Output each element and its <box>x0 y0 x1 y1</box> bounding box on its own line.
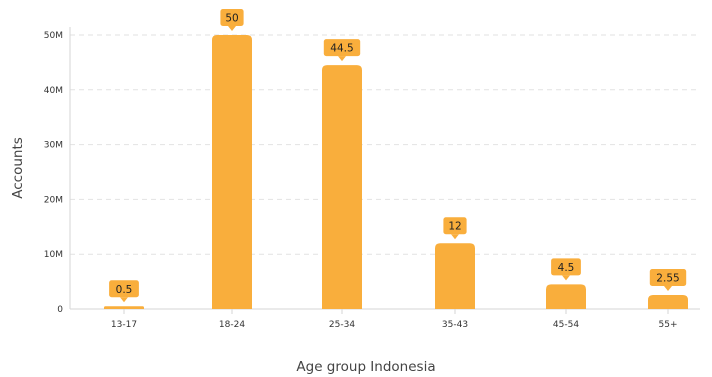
y-axis-title: Accounts <box>10 137 26 199</box>
y-tick-label: 20M <box>44 195 63 205</box>
data-label-box <box>551 258 581 276</box>
data-label-box <box>109 280 139 298</box>
data-label: 2.55 <box>656 273 679 285</box>
data-label-box <box>443 217 467 235</box>
bars: 0.5 50 44.5 12 4.5 2.55 <box>104 9 688 309</box>
x-axis-title: Age group Indonesia <box>296 359 435 375</box>
data-label-pointer <box>338 56 346 62</box>
data-label: 12 <box>448 221 461 233</box>
y-tick-label: 50M <box>44 31 63 41</box>
y-tick-label: 10M <box>44 250 63 260</box>
data-label: 44.5 <box>330 43 353 55</box>
data-label-pointer <box>228 26 236 31</box>
x-tick-label: 13-17 <box>111 320 137 330</box>
y-tick-label: 0 <box>57 305 63 315</box>
data-label-pointer <box>664 286 672 292</box>
data-label-box <box>649 269 687 287</box>
x-tick-label: 45-54 <box>553 320 579 330</box>
bar <box>104 306 144 309</box>
x-tick-label: 55+ <box>659 320 678 330</box>
x-tick-label: 25-34 <box>329 320 355 330</box>
data-label: 0.5 <box>116 284 133 296</box>
data-label-pointer <box>120 297 128 303</box>
data-label-pointer <box>451 234 459 240</box>
grid-lines <box>69 27 700 310</box>
y-axis-ticks: 0 10M 20M 30M 40M 50M <box>44 31 63 315</box>
data-label-box <box>220 9 244 26</box>
y-tick-label: 40M <box>44 86 63 96</box>
x-tick-label: 35-43 <box>442 320 468 330</box>
data-label: 4.5 <box>558 262 575 274</box>
x-axis-ticks: 13-17 18-24 25-34 35-43 45-54 55+ <box>111 309 678 330</box>
bar <box>435 243 475 309</box>
bar <box>648 295 688 309</box>
data-label-pointer <box>562 275 570 281</box>
bar <box>212 35 252 309</box>
data-label-box <box>323 39 361 57</box>
x-tick-label: 18-24 <box>219 320 245 330</box>
data-label: 50 <box>225 13 238 25</box>
bar <box>322 65 362 309</box>
bar <box>546 284 586 309</box>
y-tick-label: 30M <box>44 141 63 151</box>
